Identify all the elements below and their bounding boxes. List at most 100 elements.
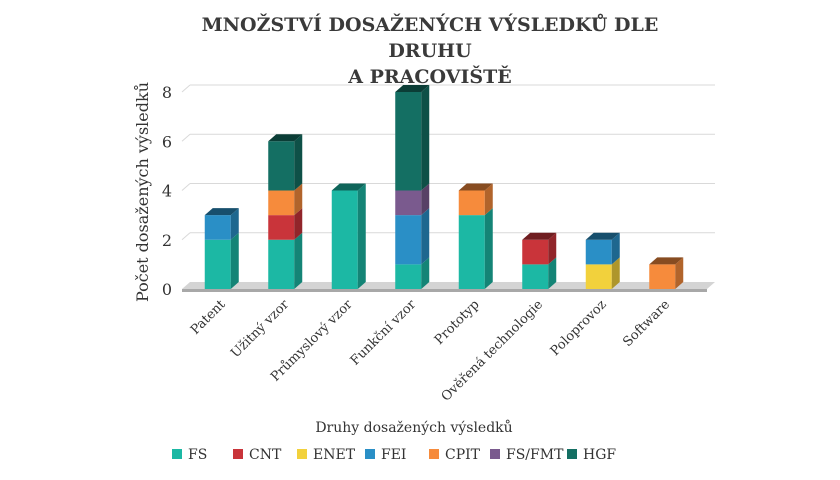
grid bbox=[181, 84, 715, 241]
bar-segment-hgf bbox=[395, 85, 430, 191]
bar-front bbox=[585, 264, 612, 289]
bar-front bbox=[395, 190, 422, 216]
bar-front bbox=[268, 239, 295, 289]
y-axis-label: Počet dosažených výsledků bbox=[133, 82, 152, 302]
bar-segment-fs bbox=[458, 208, 493, 289]
bar-top bbox=[268, 134, 303, 142]
legend-label: ENET bbox=[313, 447, 356, 463]
bar-front bbox=[649, 264, 676, 289]
bar-top bbox=[522, 232, 557, 240]
floor-top bbox=[182, 282, 715, 289]
bar-front bbox=[204, 215, 231, 240]
bar-front bbox=[585, 239, 612, 265]
x-category-label: Software bbox=[620, 297, 673, 350]
x-category-label: Užitný vzor bbox=[228, 297, 292, 361]
bar-segment-enet bbox=[585, 257, 620, 289]
legend-swatch bbox=[365, 449, 375, 459]
y-tick-label: 0 bbox=[162, 280, 172, 299]
bar-front bbox=[331, 190, 358, 289]
bar-front bbox=[268, 141, 295, 191]
bar-segment-hgf bbox=[268, 134, 303, 191]
x-category-label: Poloprovoz bbox=[548, 297, 610, 359]
y-tick-label: 4 bbox=[162, 182, 172, 201]
bar-top bbox=[585, 232, 620, 240]
bar-segment-fei bbox=[204, 208, 239, 240]
chart-floor bbox=[182, 282, 715, 292]
legend-label: FS/FMT bbox=[506, 447, 564, 463]
bar-segment-fs bbox=[522, 257, 557, 289]
bar-segment-cpit bbox=[458, 183, 493, 216]
y-tick-label: 2 bbox=[162, 231, 172, 250]
bar-front bbox=[204, 239, 231, 289]
gridline-side bbox=[181, 183, 191, 191]
bar-side bbox=[230, 232, 239, 289]
x-category-label: Funkční vzor bbox=[348, 297, 420, 369]
bar-top bbox=[395, 85, 430, 92]
bar-segment-cpit bbox=[268, 183, 303, 216]
bar-front bbox=[522, 264, 549, 289]
bar-front bbox=[395, 215, 422, 265]
legend-item: CPIT bbox=[429, 447, 481, 463]
bar-top bbox=[458, 183, 493, 191]
legend-item: FEI bbox=[365, 447, 406, 463]
legend-swatch bbox=[429, 449, 439, 459]
y-tick-label: 8 bbox=[162, 83, 172, 102]
legend-swatch bbox=[297, 449, 307, 459]
legend-swatch bbox=[567, 449, 577, 459]
bars bbox=[204, 85, 684, 289]
bar-side bbox=[357, 183, 366, 289]
legend-item: FS/FMT bbox=[490, 447, 564, 463]
x-category-label: Patent bbox=[188, 297, 229, 338]
bar-segment-fei bbox=[585, 232, 620, 265]
bar-side bbox=[484, 208, 493, 289]
bar-front bbox=[395, 264, 422, 289]
chart-title-line-2: A PRACOVIŠTĚ bbox=[348, 66, 512, 88]
bar-segment-cnt bbox=[522, 232, 557, 265]
bar-segment-fs bbox=[331, 183, 366, 289]
bar-top bbox=[204, 208, 239, 216]
legend: FS CNT ENET FEI CPIT FS/FMT HGF bbox=[172, 447, 616, 463]
bar-segment-fs bbox=[268, 232, 303, 289]
bar-side bbox=[421, 85, 430, 191]
bar-top bbox=[649, 257, 684, 265]
bar-front bbox=[268, 215, 295, 240]
bar-side bbox=[611, 232, 620, 265]
bar-front bbox=[395, 92, 422, 191]
bar-front bbox=[458, 215, 485, 289]
bar-segment-fs-fmt bbox=[395, 183, 430, 216]
bar-side bbox=[294, 183, 303, 216]
legend-item: ENET bbox=[297, 447, 356, 463]
bar-front bbox=[522, 239, 549, 265]
bar-side bbox=[421, 257, 430, 289]
legend-label: CNT bbox=[249, 447, 282, 463]
legend-swatch bbox=[172, 449, 182, 459]
legend-label: HGF bbox=[583, 447, 616, 463]
legend-label: FS bbox=[188, 447, 207, 463]
legend-item: CNT bbox=[233, 447, 282, 463]
legend-swatch bbox=[490, 449, 500, 459]
y-tick-label: 6 bbox=[162, 132, 172, 151]
bar-segment-cpit bbox=[649, 257, 684, 289]
bar-front bbox=[268, 190, 295, 216]
x-category-label: Prototyp bbox=[432, 297, 483, 348]
y-axis-ticks: 0 2 4 6 8 bbox=[162, 83, 172, 299]
legend-item: FS bbox=[172, 447, 207, 463]
legend-label: CPIT bbox=[445, 447, 481, 463]
gridline-side bbox=[181, 133, 191, 142]
bar-side bbox=[548, 257, 557, 289]
gridline-side bbox=[181, 232, 191, 241]
floor-edge bbox=[182, 289, 707, 292]
gridline-side bbox=[181, 84, 191, 93]
chart-title-line-1: MNOŽSTVÍ DOSAŽENÝCH VÝSLEDKŮ DLE DRUHU bbox=[201, 14, 659, 62]
bar-front bbox=[458, 190, 485, 216]
bar-top bbox=[331, 183, 366, 191]
bar-side bbox=[294, 208, 303, 240]
bar-side bbox=[294, 232, 303, 289]
bar-side bbox=[484, 183, 493, 216]
bar-segment-fei bbox=[395, 208, 430, 265]
bar-segment-cnt bbox=[268, 208, 303, 240]
legend-label: FEI bbox=[381, 447, 406, 463]
bar-side bbox=[675, 257, 684, 289]
